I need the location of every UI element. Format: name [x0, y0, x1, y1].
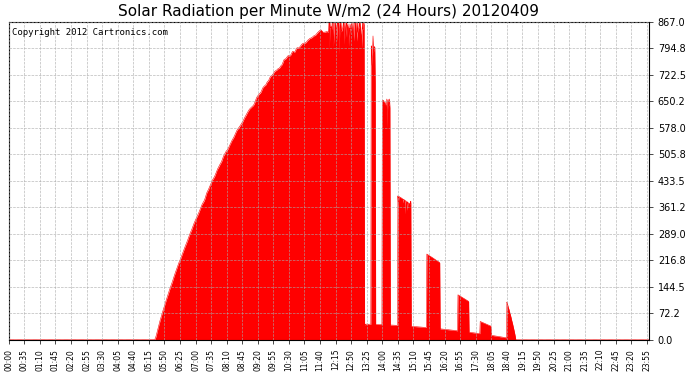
Text: Copyright 2012 Cartronics.com: Copyright 2012 Cartronics.com — [12, 28, 168, 37]
Title: Solar Radiation per Minute W/m2 (24 Hours) 20120409: Solar Radiation per Minute W/m2 (24 Hour… — [118, 4, 540, 19]
